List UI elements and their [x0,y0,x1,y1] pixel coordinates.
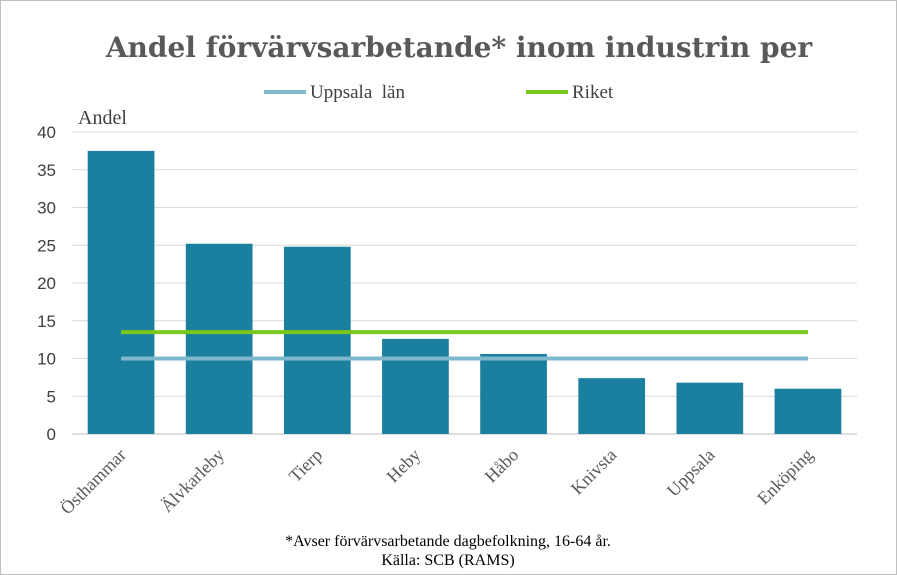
x-tick-tierp: Tierp [285,445,326,486]
y-tick-40: 40 [37,123,56,142]
y-tick-35: 35 [37,161,56,180]
bar-östhammar [87,150,155,434]
y-axis-label: Andel [78,107,127,129]
source-note: Källa: SCB (RAMS) [381,552,514,569]
chart-title: Andel förvärvsarbetande* inom industrin … [105,31,814,64]
y-tick-25: 25 [37,236,56,255]
x-tick-knivsta: Knivsta [567,445,621,499]
bar-håbo [480,353,547,434]
bar-uppsala [676,382,744,434]
y-tick-30: 30 [37,199,56,218]
x-tick-östhammar: Östhammar [56,445,130,519]
x-tick-älvkarleby: Älvkarleby [157,445,228,516]
legend-label-uppsala-lan: Uppsala län [310,82,405,103]
x-tick-uppsala: Uppsala [663,445,719,501]
y-tick-15: 15 [37,312,56,331]
bars [87,150,842,434]
bar-älvkarleby [185,243,253,434]
bar-enköping [774,388,842,434]
y-tick-10: 10 [37,350,56,369]
y-tick-labels: 0 5 10 15 20 25 30 35 40 [37,123,56,444]
bar-knivsta [578,378,646,434]
y-tick-0: 0 [47,425,56,444]
x-tick-heby: Heby [383,445,425,487]
legend-label-riket: Riket [572,82,614,103]
legend: Uppsala län Riket [264,82,614,103]
y-tick-20: 20 [37,274,56,293]
x-tick-håbo: Håbo [481,445,523,487]
bar-tierp [283,246,351,434]
x-tick-enköping: Enköping [753,445,817,509]
y-tick-5: 5 [47,387,56,406]
reference-lines [121,330,808,361]
x-tick-labels: Östhammar Älvkarleby Tierp Heby Håbo Knivsta U… [56,445,816,519]
bar-heby [382,338,449,434]
footnote: *Avser förvärvsarbetande dagbefolkning, … [285,533,611,550]
